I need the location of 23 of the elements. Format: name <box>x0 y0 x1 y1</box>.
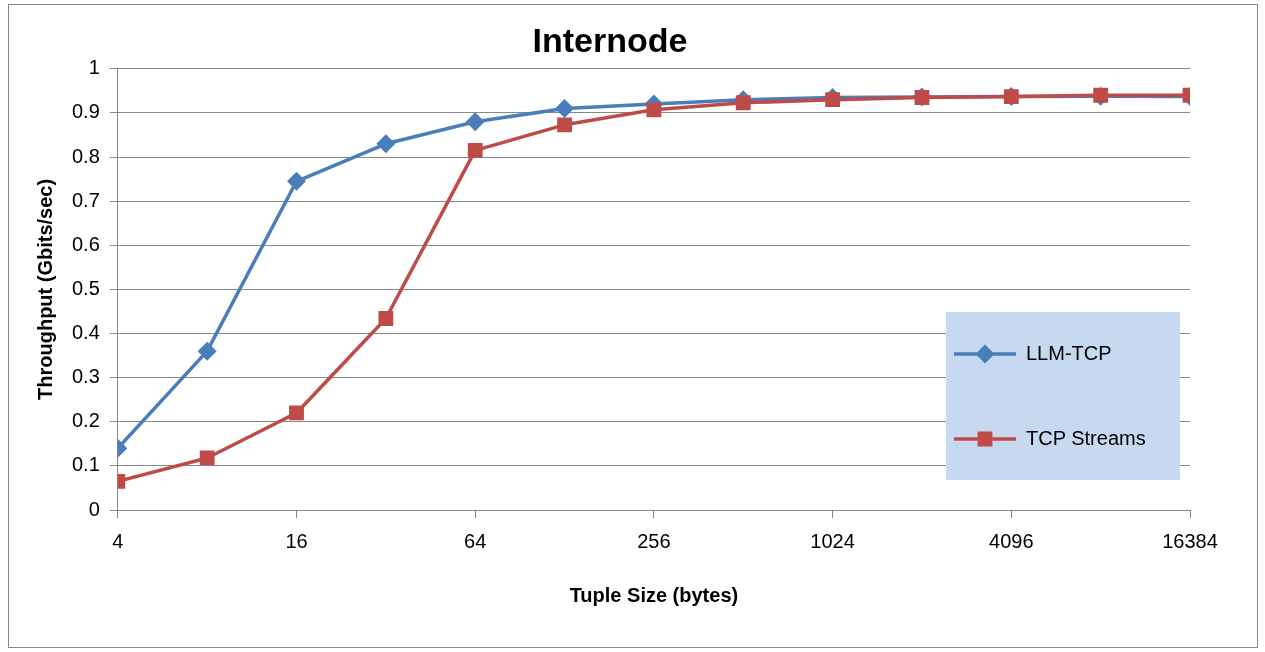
y-tick-label: 0.8 <box>71 144 100 167</box>
legend-label: TCP Streams <box>1026 426 1146 449</box>
y-tick-label: 0.9 <box>71 100 100 123</box>
y-tick-label: 0 <box>88 497 100 520</box>
y-tick-label: 0.6 <box>71 232 100 255</box>
y-tick-label: 0.2 <box>71 409 100 432</box>
x-tick-label: 16 <box>285 529 308 552</box>
x-tick-label: 1024 <box>810 529 855 552</box>
y-tick-label: 0.5 <box>71 276 100 299</box>
chart-title: Internode <box>532 20 688 59</box>
x-tick-label: 4 <box>112 529 124 552</box>
y-tick-label: 1 <box>88 56 100 79</box>
y-axis-title: Throughput (Gbits/sec) <box>33 178 56 400</box>
x-tick-label: 256 <box>637 529 671 552</box>
y-tick-label: 0.7 <box>71 188 100 211</box>
y-tick-label: 0.1 <box>71 453 100 476</box>
y-tick-label: 0.3 <box>71 365 100 388</box>
y-tick-label: 0.4 <box>71 321 100 344</box>
x-tick-label: 4096 <box>989 529 1034 552</box>
x-tick-label: 16384 <box>1162 529 1218 552</box>
legend-label: LLM-TCP <box>1026 341 1112 364</box>
x-tick-label: 64 <box>464 529 487 552</box>
x-axis-title: Tuple Size (bytes) <box>569 583 739 606</box>
